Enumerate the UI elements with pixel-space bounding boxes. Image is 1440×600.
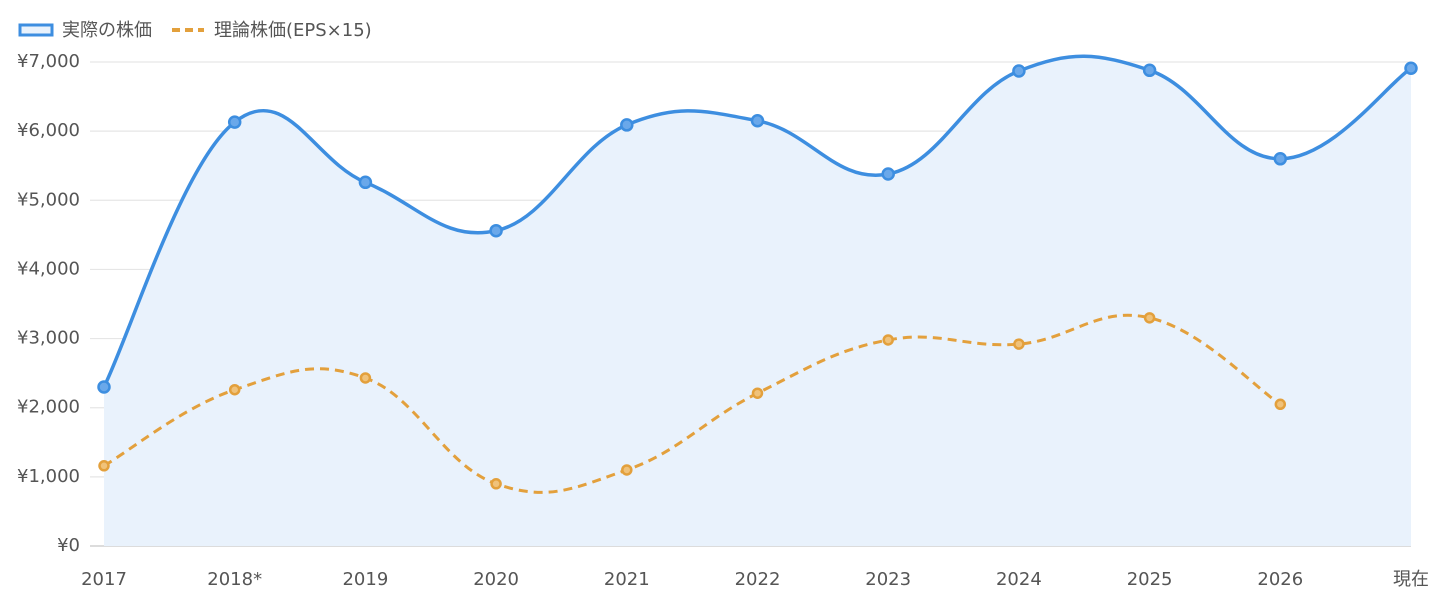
x-tick-label: 2022 <box>735 569 781 590</box>
data-point <box>1142 63 1157 78</box>
data-point <box>621 464 633 476</box>
x-tick-label: 2025 <box>1127 569 1173 590</box>
x-tick-label: 2019 <box>342 569 388 590</box>
y-tick-label: ¥5,000 <box>17 189 80 210</box>
y-tick-label: ¥3,000 <box>17 328 80 349</box>
data-point <box>490 478 502 490</box>
series-line <box>102 54 1412 388</box>
legend-swatch <box>18 23 54 37</box>
area-fill <box>104 56 1411 546</box>
legend-label: 実際の株価 <box>62 20 152 41</box>
x-tick-label: 2021 <box>604 569 650 590</box>
data-point <box>97 380 111 394</box>
y-tick-label: ¥4,000 <box>17 258 80 279</box>
data-point <box>1012 64 1026 78</box>
data-point <box>489 223 503 238</box>
y-tick-label: ¥0 <box>57 535 80 556</box>
data-point <box>882 334 894 346</box>
data-point <box>1274 398 1287 411</box>
legend-label: 理論株価(EPS×15) <box>214 20 372 41</box>
series-line <box>103 313 1282 494</box>
data-point <box>227 115 242 129</box>
data-point <box>751 387 764 399</box>
y-tick-label: ¥7,000 <box>17 51 80 72</box>
data-point <box>620 118 634 132</box>
data-point <box>358 175 373 190</box>
x-tick-label: 2018* <box>207 569 262 590</box>
data-point <box>881 167 895 181</box>
data-point <box>1013 338 1025 350</box>
data-point <box>1404 61 1418 75</box>
data-point <box>228 383 241 396</box>
x-tick-label: 2017 <box>81 569 127 590</box>
x-tick-label: 2024 <box>996 569 1042 590</box>
data-point <box>1143 312 1156 324</box>
x-tick-label: 2023 <box>865 569 911 590</box>
x-tick-label: 現在 <box>1393 569 1429 590</box>
y-tick-label: ¥1,000 <box>17 466 80 487</box>
data-point <box>98 460 110 472</box>
x-tick-label: 2026 <box>1257 569 1303 590</box>
data-point <box>750 114 765 128</box>
data-point <box>1273 152 1288 166</box>
y-tick-label: ¥2,000 <box>17 397 80 418</box>
data-point <box>359 372 372 384</box>
y-tick-label: ¥6,000 <box>17 120 80 141</box>
x-tick-label: 2020 <box>473 569 519 590</box>
